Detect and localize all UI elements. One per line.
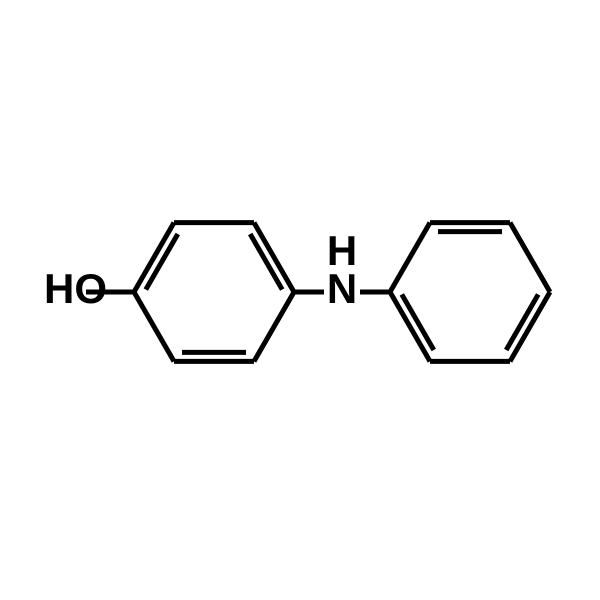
bond xyxy=(390,292,430,361)
molecule-diagram: HONH xyxy=(0,0,600,600)
bond xyxy=(134,292,174,361)
bond xyxy=(134,223,174,292)
bond xyxy=(390,223,430,292)
bond xyxy=(510,223,550,292)
bond xyxy=(254,292,294,361)
n-h-label: H xyxy=(327,227,357,274)
bond xyxy=(254,223,294,292)
bond xyxy=(510,292,550,361)
o-label: HO xyxy=(44,265,107,312)
